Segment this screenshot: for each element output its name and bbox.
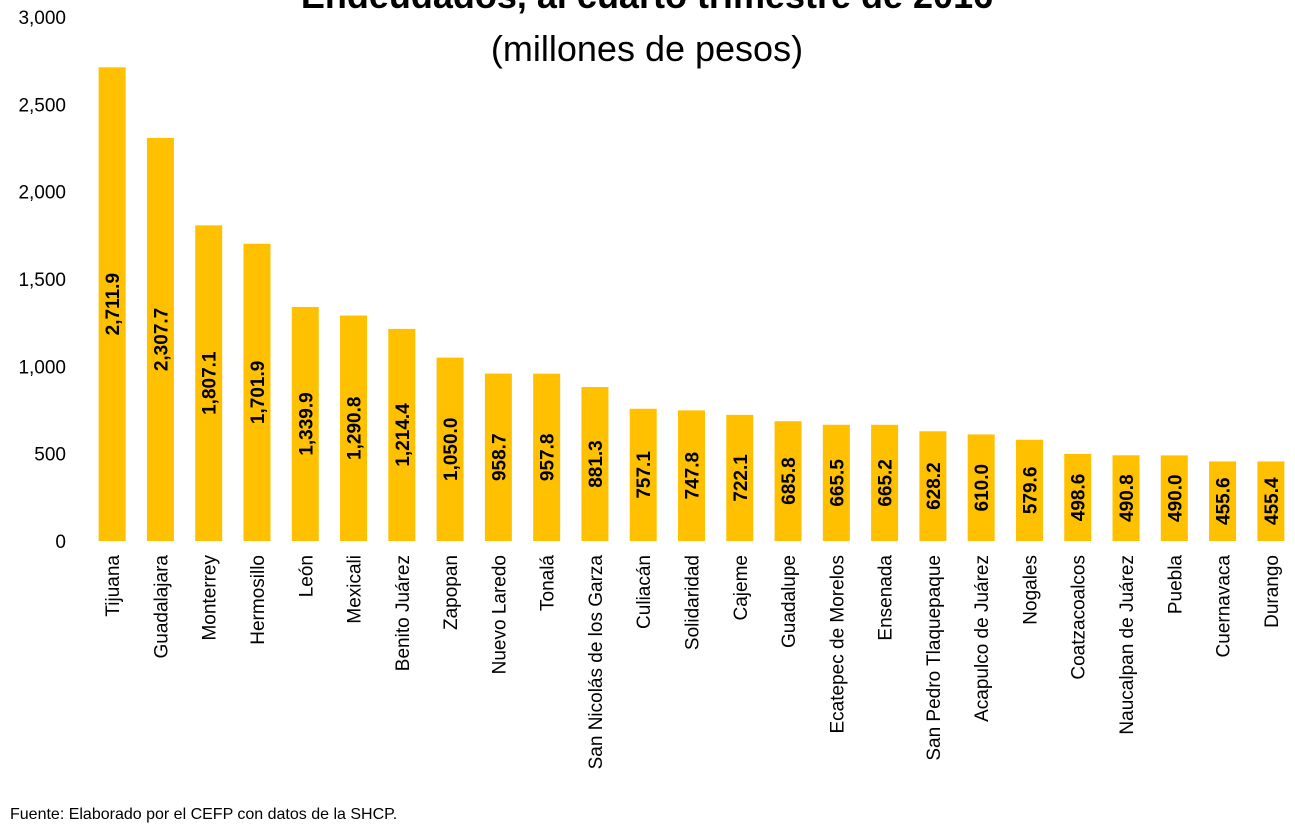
x-tick-label: Coatzacoalcos bbox=[1069, 555, 1090, 680]
data-label: 490.0 bbox=[1165, 474, 1186, 522]
x-tick-label: Puebla bbox=[1165, 555, 1186, 615]
x-tick-label: Guadalajara bbox=[151, 555, 172, 659]
bar bbox=[774, 421, 802, 541]
data-label: 685.8 bbox=[779, 457, 800, 505]
x-tick-label: Culiacán bbox=[634, 555, 655, 629]
x-tick-label: Solidaridad bbox=[683, 555, 704, 650]
x-tick-label: Ensenada bbox=[876, 555, 897, 641]
bar bbox=[243, 243, 271, 541]
bar bbox=[1112, 455, 1140, 541]
bar bbox=[1160, 455, 1188, 541]
data-label: 2,307.7 bbox=[151, 308, 172, 371]
x-tick-label: Nogales bbox=[1020, 555, 1041, 625]
y-tick-label: 0 bbox=[55, 532, 66, 553]
x-tick-label: Tonalá bbox=[538, 555, 559, 611]
x-tick-label: Acapulco de Juárez bbox=[972, 555, 993, 722]
data-label: 722.1 bbox=[731, 454, 752, 502]
data-label: 498.6 bbox=[1069, 474, 1090, 522]
bar bbox=[1015, 439, 1043, 541]
x-tick-label: Monterrey bbox=[200, 555, 221, 641]
data-label: 455.4 bbox=[1262, 477, 1283, 525]
x-tick-label: Benito Juárez bbox=[393, 555, 414, 671]
data-label: 1,214.4 bbox=[393, 403, 414, 467]
data-label: 665.2 bbox=[876, 459, 897, 507]
x-tick-label: Zapopan bbox=[441, 555, 462, 630]
source-note: Fuente: Elaborado por el CEFP con datos … bbox=[10, 806, 398, 823]
data-label: 579.6 bbox=[1020, 467, 1041, 515]
data-label: 1,050.0 bbox=[441, 418, 462, 481]
bars-group: 2,711.9 2,307.7 1,807.1 1,701.9 1,339.9 1,290… bbox=[98, 67, 1285, 541]
bar bbox=[1209, 461, 1237, 541]
y-tick-label: 500 bbox=[34, 445, 66, 466]
data-label: 490.8 bbox=[1117, 474, 1138, 522]
bar bbox=[967, 434, 995, 541]
data-label: 610.0 bbox=[972, 464, 993, 512]
x-axis: Tijuana Guadalajara Monterrey Hermosillo Leó… bbox=[103, 555, 1283, 770]
y-tick-label: 1,500 bbox=[18, 270, 66, 291]
y-tick-label: 3,000 bbox=[18, 8, 66, 29]
x-tick-label: San Pedro Tlaquepaque bbox=[924, 555, 945, 761]
data-label: 455.6 bbox=[1214, 477, 1235, 525]
bar bbox=[581, 387, 609, 541]
x-tick-label: Ecatepec de Morelos bbox=[827, 555, 848, 734]
x-tick-label: Naucalpan de Juárez bbox=[1117, 555, 1138, 735]
bar bbox=[919, 431, 947, 541]
data-label: 628.2 bbox=[924, 462, 945, 510]
x-tick-label: Tijuana bbox=[103, 555, 124, 617]
bar bbox=[726, 414, 754, 541]
data-label: 747.8 bbox=[683, 452, 704, 500]
y-tick-label: 2,000 bbox=[18, 183, 66, 204]
y-axis: 0 500 1,000 1,500 2,000 2,500 3,000 bbox=[18, 8, 66, 553]
bar bbox=[678, 410, 705, 541]
bar bbox=[146, 137, 174, 541]
bar bbox=[1257, 461, 1285, 541]
x-tick-label: Nuevo Laredo bbox=[489, 555, 510, 674]
data-label: 957.8 bbox=[538, 434, 559, 482]
data-label: 665.5 bbox=[827, 459, 848, 507]
bar bbox=[871, 424, 899, 541]
data-label: 1,339.9 bbox=[296, 392, 317, 455]
bar bbox=[1064, 453, 1092, 541]
chart-subtitle: (millones de pesos) bbox=[491, 28, 803, 69]
data-label: 2,711.9 bbox=[103, 273, 124, 335]
y-tick-label: 2,500 bbox=[18, 95, 66, 116]
x-tick-label: Cajeme bbox=[731, 555, 752, 620]
x-tick-label: San Nicolás de los Garza bbox=[586, 555, 607, 770]
chart-title: Endeudados, al cuarto trimestre de 2016 bbox=[301, 0, 993, 16]
bar bbox=[195, 225, 223, 541]
bar bbox=[629, 408, 657, 541]
data-label: 1,807.1 bbox=[200, 351, 221, 415]
data-label: 1,290.8 bbox=[345, 397, 366, 460]
bar bbox=[388, 328, 416, 541]
x-tick-label: Hermosillo bbox=[248, 555, 269, 645]
data-label: 757.1 bbox=[634, 451, 655, 499]
bar bbox=[291, 306, 319, 541]
x-tick-label: Durango bbox=[1262, 555, 1283, 628]
y-tick-label: 1,000 bbox=[18, 357, 66, 378]
data-label: 1,701.9 bbox=[248, 361, 269, 424]
bar bbox=[436, 357, 464, 541]
bar bbox=[340, 315, 368, 541]
data-label: 881.3 bbox=[586, 440, 607, 488]
x-tick-label: Guadalupe bbox=[779, 555, 800, 648]
bar bbox=[533, 373, 561, 541]
data-label: 958.7 bbox=[489, 434, 510, 482]
bar bbox=[822, 424, 850, 541]
bar bbox=[98, 67, 126, 541]
x-tick-label: León bbox=[296, 555, 317, 597]
x-tick-label: Mexicali bbox=[345, 555, 366, 624]
x-tick-label: Cuernavaca bbox=[1214, 555, 1235, 658]
bar bbox=[484, 373, 512, 541]
